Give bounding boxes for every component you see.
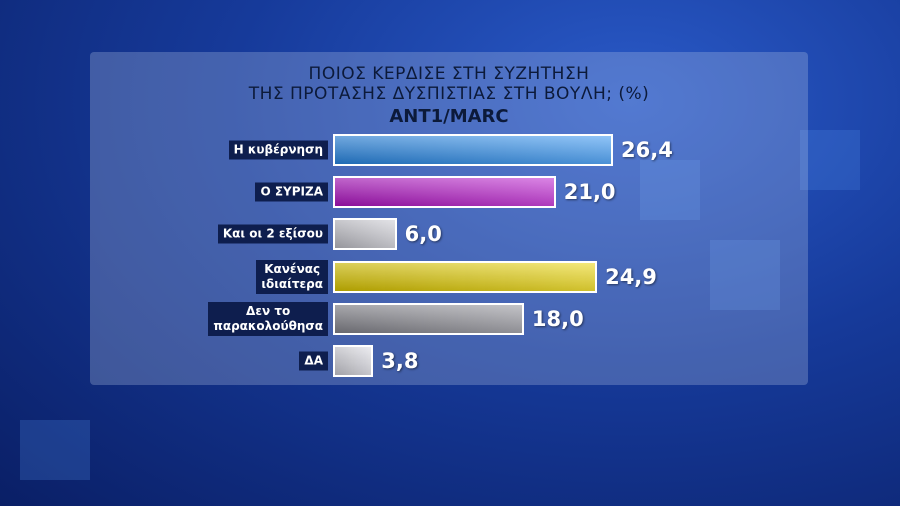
bar — [333, 134, 613, 166]
category-label: Κανένας ιδιαίτερα — [256, 259, 328, 294]
chart-title: ΠΟΙΟΣ ΚΕΡΔΙΣΕ ΣΤΗ ΣΥΖΗΤΗΣΗ ΤΗΣ ΠΡΟΤΑΣΗΣ … — [248, 64, 650, 104]
category-label: Και οι 2 εξίσου — [217, 224, 328, 244]
bar — [333, 260, 598, 293]
category-label: Δεν το παρακολούθησα — [208, 301, 328, 336]
decor — [20, 420, 90, 480]
category-label: Η κυβέρνηση — [228, 140, 328, 160]
category-label: Ο ΣΥΡΙΖΑ — [255, 182, 328, 202]
decor — [640, 160, 700, 220]
value-label: 18,0 — [531, 306, 584, 331]
value-label: 24,9 — [605, 264, 657, 289]
value-label: 26,4 — [621, 138, 673, 162]
decor — [710, 240, 780, 310]
decor — [800, 130, 860, 190]
bar — [333, 176, 556, 209]
category-label: ΔΑ — [299, 351, 328, 371]
bar — [333, 302, 524, 335]
bar — [333, 218, 397, 251]
value-label: 3,8 — [381, 349, 419, 373]
value-label: 6,0 — [404, 222, 442, 247]
chart-subtitle: ANT1/MARC — [389, 106, 509, 127]
value-label: 21,0 — [563, 180, 616, 205]
bar — [333, 345, 374, 377]
